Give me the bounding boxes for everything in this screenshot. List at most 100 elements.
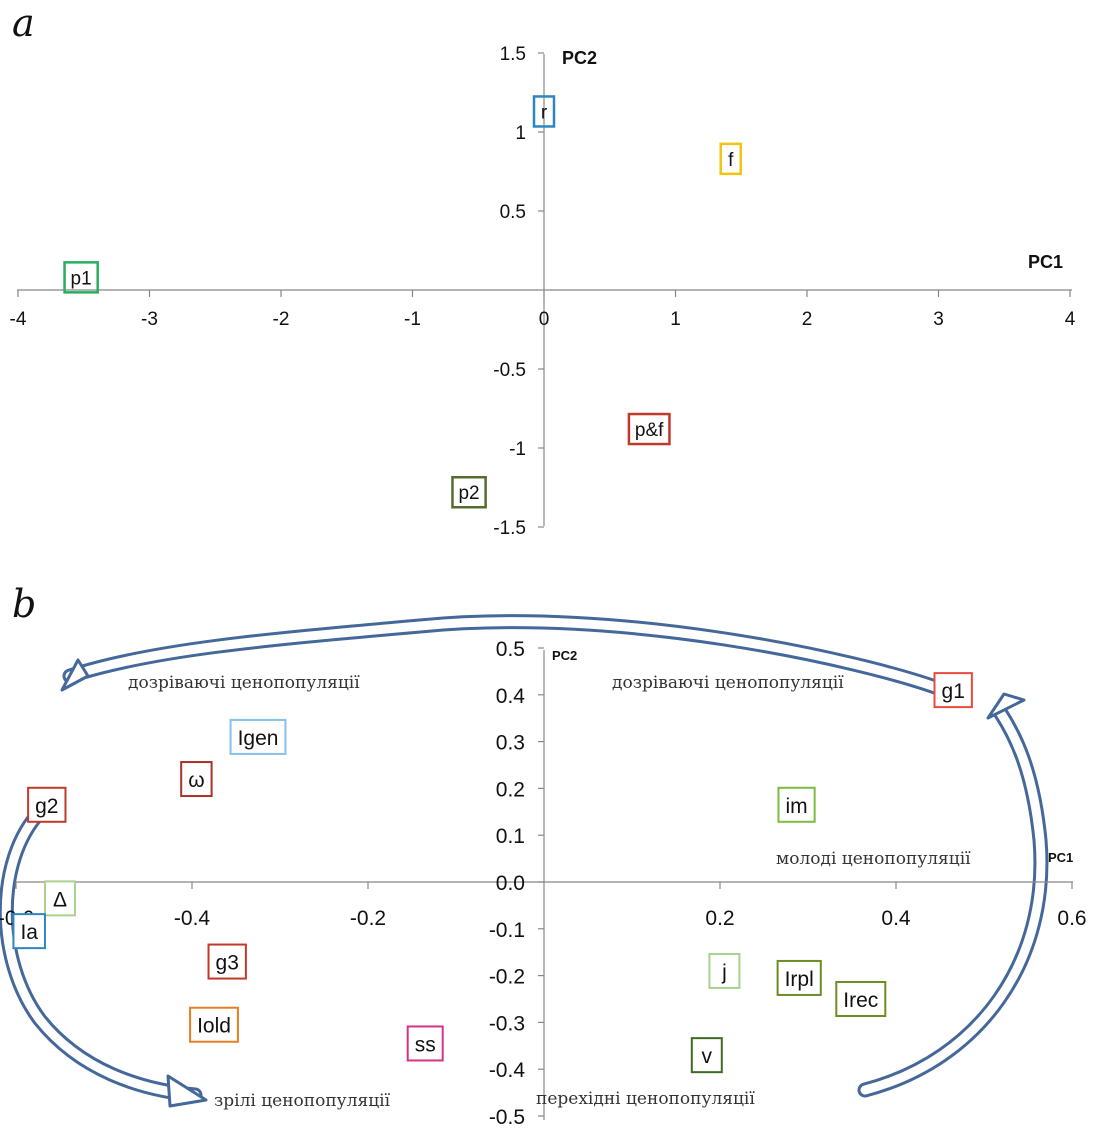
arrow-right-head [986, 692, 1026, 720]
panel-a-point-label: p2 [458, 483, 479, 504]
panel-b-point-label: ω [188, 769, 204, 792]
panel-b-point-label: Iold [197, 1015, 231, 1038]
panel-b-point-v: v [690, 1037, 723, 1074]
panel-b-point-label: v [702, 1045, 713, 1068]
panel-b-y-tick-label: -0.2 [489, 966, 525, 989]
panel-a-point-p2: p2 [451, 475, 487, 509]
panel-b-point-Irpl: Irpl [776, 959, 822, 996]
arrow-left-inner [1, 807, 200, 1100]
panel-b-point-g3: g3 [207, 943, 247, 980]
panel-b-point-box [776, 959, 822, 996]
panel-a-x-tick-label: 0 [539, 309, 550, 330]
arrow-right-outline [857, 704, 1049, 1098]
region-label-young: молоді ценопопуляції [776, 849, 971, 869]
panel-b-x-tick-label: -0.4 [174, 907, 211, 930]
panel-a-y-tick-label: -1 [509, 439, 526, 460]
panel-a-point-r: r [532, 95, 556, 128]
arrow-top-inner [65, 617, 943, 693]
panel-b-point-label: g1 [942, 680, 965, 703]
panel-a-point-label: p1 [71, 268, 92, 289]
panel-b-y-tick-label: -0.1 [489, 919, 525, 942]
panel-a-point-box [63, 261, 99, 294]
arrow-left-head [166, 1074, 208, 1108]
panel-b-point-label: Ia [20, 921, 38, 944]
panel-b-point-label: Δ [53, 888, 67, 911]
panel-a-point-p&f: p&f [627, 412, 671, 446]
panel-a-y-tick-label: -0.5 [493, 360, 526, 381]
panel-b-point-box [933, 672, 973, 709]
panel-b-point-box [777, 786, 816, 823]
panel-b-points: g1 Igen ω g2 im Δ Ia g3 j Irpl Irec Iold ss v [12, 672, 973, 1074]
panel-b-point-g2: g2 [27, 786, 67, 823]
panel-a-y-tick-label: -1.5 [493, 518, 526, 539]
panel-b-point-box [27, 786, 67, 823]
panel-a-point-label: p&f [635, 420, 664, 441]
panel-b-point-box [180, 761, 213, 798]
panel-b-point-box [207, 943, 247, 980]
panel-a: a -4 -3 -2 -1 0 1 2 3 4 1.5 1 0.5 -0.5 -1 -1.5 PC1 PC… [10, 1, 1076, 539]
panel-b-point-label: im [785, 795, 807, 818]
panel-b-point-label: ss [415, 1033, 436, 1056]
panel-b-point-Irec: Irec [835, 981, 887, 1017]
panel-a-x-ticks: -4 -3 -2 -1 0 1 2 3 4 [10, 290, 1076, 330]
panel-b-point-box [406, 1025, 444, 1062]
panel-b-point-label: g3 [216, 952, 239, 975]
region-label-maturing-left: дозріваючі ценопопуляції [128, 673, 360, 693]
panel-a-x-tick-label: -1 [404, 309, 421, 330]
panel-a-x-tick-label: -2 [273, 309, 290, 330]
panel-b-point-label: j [721, 961, 727, 984]
panel-b-point-box [189, 1006, 239, 1043]
panel-b-point-label: Irec [843, 989, 878, 1012]
panel-b-point-box [44, 880, 76, 917]
panel-b-y-tick-label: 0.3 [496, 732, 525, 755]
panel-b-point-box [12, 913, 46, 950]
panel-b-x-tick-label: 0.6 [1057, 907, 1086, 930]
arrow-right-inner [860, 707, 1046, 1095]
region-label-maturing-right: дозріваючі ценопопуляції [612, 673, 844, 693]
panel-a-point-box [627, 412, 671, 446]
panel-b-point-label: Igen [238, 727, 279, 750]
panel-a-x-tick-label: 2 [802, 309, 813, 330]
panel-b-point-Igen: Igen [229, 718, 287, 755]
panel-b-point-Δ: Δ [44, 880, 76, 917]
panel-b-x-axis-title: PC1 [1048, 850, 1073, 865]
panel-b-point-Ia: Ia [12, 913, 46, 950]
arrow-top-head [60, 658, 90, 692]
arrow-left-outline [0, 804, 203, 1103]
panel-b-point-box [229, 718, 287, 755]
panel-a-x-tick-label: -4 [10, 309, 27, 330]
panel-b-y-tick-label: 0.2 [496, 778, 525, 801]
panel-a-y-tick-label: 1.5 [500, 44, 526, 65]
panel-b-point-ss: ss [406, 1025, 444, 1062]
panel-a-point-box [532, 95, 556, 128]
panel-a-y-axis-title: PC2 [562, 48, 597, 68]
panel-b-x-tick-label: -0.2 [350, 907, 386, 930]
panel-a-point-box [451, 475, 487, 509]
panel-a-point-label: f [728, 150, 734, 171]
panel-b-point-im: im [777, 786, 816, 823]
panel-b-point-box [690, 1037, 723, 1074]
panel-a-y-tick-label: 1 [515, 123, 526, 144]
panel-b-point-ω: ω [180, 761, 213, 798]
region-label-transitional: перехідні ценопопуляції [536, 1089, 755, 1109]
panel-b-arrows [0, 614, 1049, 1108]
panel-b-y-ticks: 0.5 0.4 0.3 0.2 0.1 0.0 -0.1 -0.2 -0.3 -0.4 -0.5 [489, 638, 544, 1129]
panel-b-point-label: Irpl [785, 968, 814, 991]
panel-b-x-tick-label: 0.4 [881, 907, 911, 930]
panel-a-point-f: f [719, 142, 742, 176]
panel-b-y-axis-title: PC2 [552, 648, 577, 663]
panel-b-point-Iold: Iold [189, 1006, 239, 1043]
panel-b-y-tick-label: -0.4 [489, 1059, 526, 1082]
panel-b-y-tick-label: -0.3 [489, 1012, 525, 1035]
panel-b-point-j: j [708, 952, 741, 989]
panel-b-letter: b [12, 582, 36, 626]
panel-a-point-p1: p1 [63, 261, 99, 294]
panel-b-point-box [835, 981, 887, 1017]
panel-b: b -0.6-0.4-0.20.20.40.6 0.50.40.30.20.10… [0, 582, 1087, 1129]
panel-b-x-ticks: -0.6-0.4-0.20.20.40.6 [0, 882, 1087, 930]
panel-a-points: r f p1 p&f p2 [63, 95, 742, 509]
panel-b-y-tick-label: 0.1 [496, 825, 525, 848]
panel-b-y-tick-label: 0.4 [496, 685, 526, 708]
panel-b-y-tick-label: 0.0 [496, 872, 525, 895]
